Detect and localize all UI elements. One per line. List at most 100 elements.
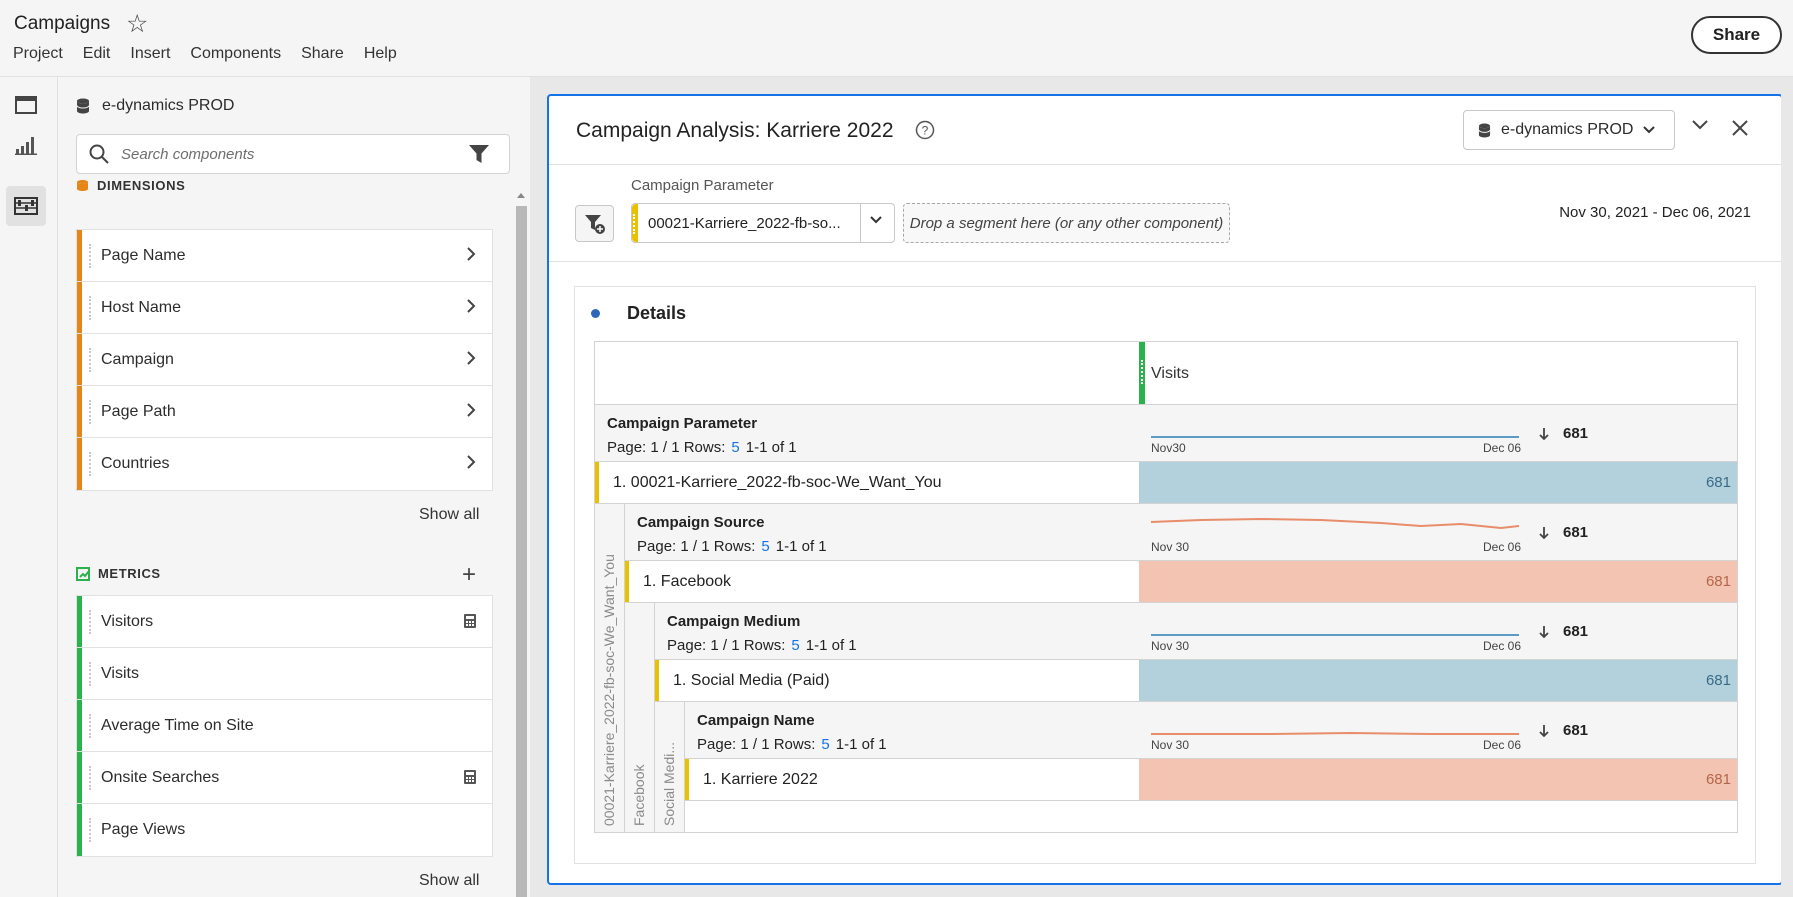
dimension-item-campaign[interactable]: Campaign (77, 334, 492, 386)
collapse-chevron-icon[interactable] (1692, 120, 1708, 130)
drag-handle[interactable] (89, 610, 92, 634)
metric-item-visitors[interactable]: Visitors (77, 596, 492, 648)
drag-handle[interactable] (89, 400, 92, 424)
help-icon[interactable]: ? (915, 120, 935, 140)
dropdown-value: 00021-Karriere_2022-fb-so... (648, 215, 841, 232)
search-components-input[interactable]: Search components (76, 134, 510, 174)
menu-edit[interactable]: Edit (82, 45, 111, 62)
chevron-right-icon[interactable] (466, 298, 476, 314)
add-segment-filter-button[interactable] (575, 205, 614, 242)
breakdown-label-campaign-source: Facebook (625, 603, 655, 832)
components-icon[interactable] (6, 186, 46, 226)
dimensions-show-all-link[interactable]: Show all (419, 506, 480, 523)
sort-descending-icon[interactable] (1539, 526, 1549, 540)
menu-share[interactable]: Share (301, 45, 344, 62)
divider (549, 261, 1781, 262)
chevron-right-icon[interactable] (466, 350, 476, 366)
metric-cell: 681 (1139, 660, 1737, 701)
share-button[interactable]: Share (1691, 16, 1782, 54)
table-column-header: Visits (595, 342, 1737, 405)
chevron-right-icon[interactable] (466, 402, 476, 418)
scroll-up-arrow-icon[interactable] (517, 193, 525, 198)
table-row[interactable]: 1. Social Media (Paid) 681 (655, 660, 1737, 702)
close-icon[interactable] (1732, 120, 1748, 136)
dimension-item-countries[interactable]: Countries (77, 438, 492, 490)
metric-icon (76, 566, 90, 581)
menu-insert[interactable]: Insert (130, 45, 171, 62)
metric-column-label[interactable]: Visits (1151, 365, 1189, 382)
menu-help[interactable]: Help (363, 45, 397, 62)
add-metric-icon[interactable]: + (462, 561, 477, 588)
menu-project[interactable]: Project (13, 45, 63, 62)
database-icon (76, 98, 90, 114)
panel-title[interactable]: Campaign Analysis: Karriere 2022 (576, 119, 894, 142)
segment-drop-zone[interactable]: Drop a segment here (or any other compon… (903, 203, 1230, 243)
sparkline (1151, 634, 1519, 636)
drag-handle[interactable] (89, 714, 92, 738)
details-panel: Details Visits Campaign Parameter Page: … (574, 286, 1756, 864)
filter-icon[interactable] (469, 145, 489, 163)
visualizations-icon[interactable] (6, 125, 46, 165)
drag-handle[interactable] (89, 452, 92, 476)
breakdown-label-campaign-parameter: 00021-Karriere_2022-fb-soc-We_Want_You (595, 504, 625, 832)
chevron-right-icon[interactable] (466, 454, 476, 470)
components-scrollbar-thumb[interactable] (516, 206, 527, 897)
metrics-list: Visitors Visits Average Time on Site Ons… (76, 595, 493, 857)
star-icon[interactable]: ☆ (126, 10, 149, 38)
dimension-item-host-name[interactable]: Host Name (77, 282, 492, 334)
drag-handle[interactable] (89, 296, 92, 320)
metric-cell: 681 (1139, 759, 1737, 800)
panel-status-dot[interactable] (591, 309, 600, 318)
sparkline (1151, 517, 1519, 530)
calculator-icon (464, 614, 476, 628)
rows-selector[interactable]: 5 (761, 538, 770, 555)
metric-cell: 681 (1139, 561, 1737, 602)
sparkline (1151, 731, 1519, 735)
campaign-parameter-dropdown[interactable]: 00021-Karriere_2022-fb-so... (631, 203, 895, 243)
dimension-header-row: Campaign Parameter Page: 1 / 1 Rows: 5 1-1… (595, 405, 1737, 462)
project-title[interactable]: Campaigns (14, 13, 111, 34)
divider (549, 164, 1781, 165)
report-suite-selector[interactable]: e-dynamics PROD (76, 97, 234, 115)
sort-descending-icon[interactable] (1539, 427, 1549, 441)
report-suite-name: e-dynamics PROD (102, 97, 235, 114)
sort-descending-icon[interactable] (1539, 625, 1549, 639)
dimension-item-page-path[interactable]: Page Path (77, 386, 492, 438)
metrics-show-all-link[interactable]: Show all (419, 872, 480, 889)
canvas-scrollbar[interactable] (1781, 77, 1793, 897)
drag-handle[interactable] (1141, 360, 1144, 384)
drag-handle[interactable] (633, 214, 636, 234)
sort-descending-icon[interactable] (1539, 724, 1549, 738)
dimensions-header: DIMENSIONS (76, 178, 185, 193)
metric-item-visits[interactable]: Visits (77, 648, 492, 700)
rows-selector[interactable]: 5 (791, 637, 800, 654)
rows-selector[interactable]: 5 (731, 439, 740, 456)
chevron-right-icon[interactable] (466, 246, 476, 262)
metric-item-onsite-searches[interactable]: Onsite Searches (77, 752, 492, 804)
menu-bar: Project Edit Insert Components Share Hel… (13, 45, 397, 63)
drag-handle[interactable] (89, 662, 92, 686)
menu-components[interactable]: Components (190, 45, 282, 62)
table-row[interactable]: 1. Facebook 681 (625, 561, 1737, 603)
drag-handle[interactable] (89, 766, 92, 790)
table-row[interactable]: 1. 00021-Karriere_2022-fb-soc-We_Want_Yo… (595, 462, 1737, 504)
report-suite-dropdown[interactable]: e-dynamics PROD (1463, 110, 1675, 150)
drag-handle[interactable] (89, 348, 92, 372)
rows-selector[interactable]: 5 (821, 736, 830, 753)
sparkline (1151, 436, 1519, 438)
table-row[interactable]: 1. Karriere 2022 681 (685, 759, 1737, 801)
svg-text:?: ? (922, 124, 929, 138)
metric-item-average-time-on-site[interactable]: Average Time on Site (77, 700, 492, 752)
dimension-header-row: Campaign Medium Page: 1 / 1 Rows: 5 1-1 of… (655, 603, 1737, 660)
drag-handle[interactable] (89, 244, 92, 268)
drag-handle[interactable] (89, 818, 92, 842)
dimension-header-row: Campaign Source Page: 1 / 1 Rows: 5 1-1 of… (625, 504, 1737, 561)
search-placeholder: Search components (121, 146, 255, 163)
chevron-down-icon[interactable] (870, 216, 882, 224)
date-range[interactable]: Nov 30, 2021 - Dec 06, 2021 (1559, 204, 1751, 221)
metric-item-page-views[interactable]: Page Views (77, 804, 492, 856)
metric-cell: 681 (1139, 462, 1737, 503)
panels-icon[interactable] (6, 85, 46, 125)
details-title[interactable]: Details (627, 303, 687, 323)
dimension-item-page-name[interactable]: Page Name (77, 230, 492, 282)
